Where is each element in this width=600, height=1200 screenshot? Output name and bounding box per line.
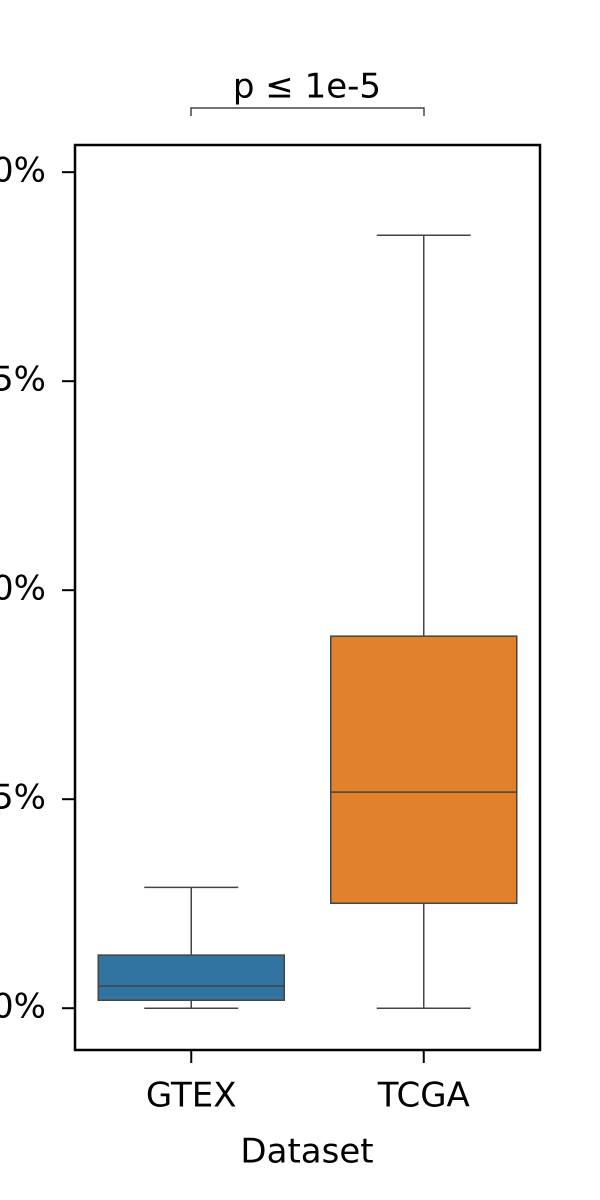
y-tick-label: 5% bbox=[0, 778, 46, 818]
x-tick-label: GTEX bbox=[146, 1076, 237, 1116]
plot-frame bbox=[73, 143, 542, 1052]
y-tick-label: 15% bbox=[0, 360, 46, 400]
x-axis-label: Dataset bbox=[240, 1132, 373, 1172]
y-tick-label: 0% bbox=[0, 987, 46, 1027]
annotation-bracket bbox=[190, 107, 425, 116]
y-tick-label: 20% bbox=[0, 151, 46, 191]
box bbox=[97, 954, 285, 1002]
box bbox=[330, 635, 518, 905]
x-tick-label: TCGA bbox=[377, 1076, 470, 1116]
y-tick-label: 10% bbox=[0, 569, 46, 609]
annotation: p ≤ 1e-5 bbox=[233, 67, 381, 107]
